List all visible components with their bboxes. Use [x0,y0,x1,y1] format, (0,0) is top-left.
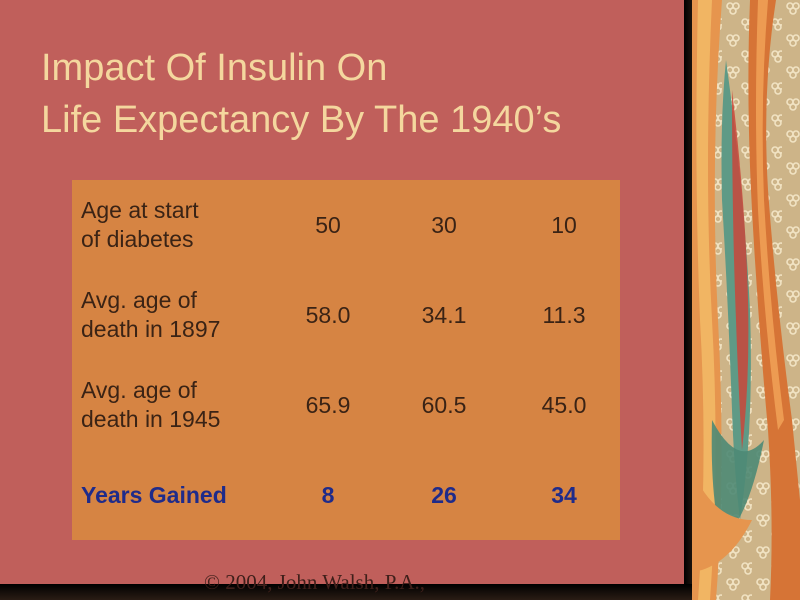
table-cell: 10 [551,211,577,238]
row-label-line: Years Gained [81,481,227,508]
table-cell: 50 [315,211,341,238]
row-label-line: Age at start [81,197,199,223]
table-row: Avg. age of death in 1945 65.9 60.5 45.0 [72,360,620,450]
slide-title: Impact Of Insulin On Life Expectancy By … [41,42,671,146]
table-row: Age at start of diabetes 50 30 10 [72,180,620,270]
table-cell: 34 [551,481,577,508]
table-cell: 60.5 [421,391,467,418]
title-line-2: Life Expectancy By The 1940’s [41,99,562,141]
row-label-line: of diabetes [81,226,194,252]
table-row-years-gained: Years Gained 8 26 34 [72,450,620,540]
row-label-line: Avg. age of [81,377,197,403]
table-cell: 65.9 [305,391,351,418]
table-cell: 58.0 [305,301,351,328]
row-label-death-1897: Avg. age of death in 1897 [72,270,276,360]
row-label-line: Avg. age of [81,287,197,313]
table-cell: 45.0 [541,391,587,418]
life-expectancy-table: Age at start of diabetes 50 30 10 Avg. a… [72,180,620,540]
table-cell: 11.3 [542,301,586,328]
row-label-years-gained: Years Gained [72,450,276,540]
title-line-1: Impact Of Insulin On [41,47,388,89]
row-label-line: death in 1945 [81,406,221,432]
copyright-footer: © 2004, John Walsh, P.A., [204,570,425,594]
panel-bottom-shadow [0,584,696,600]
table-cell: 30 [431,211,457,238]
table-cell: 26 [431,481,457,508]
row-label-death-1945: Avg. age of death in 1945 [72,360,276,450]
row-label-age-at-start: Age at start of diabetes [72,180,276,270]
floral-border-decoration [692,0,800,600]
row-label-line: death in 1897 [81,316,221,342]
table-row: Avg. age of death in 1897 58.0 34.1 11.3 [72,270,620,360]
table-cell: 34.1 [421,301,467,328]
table-cell: 8 [321,481,335,508]
